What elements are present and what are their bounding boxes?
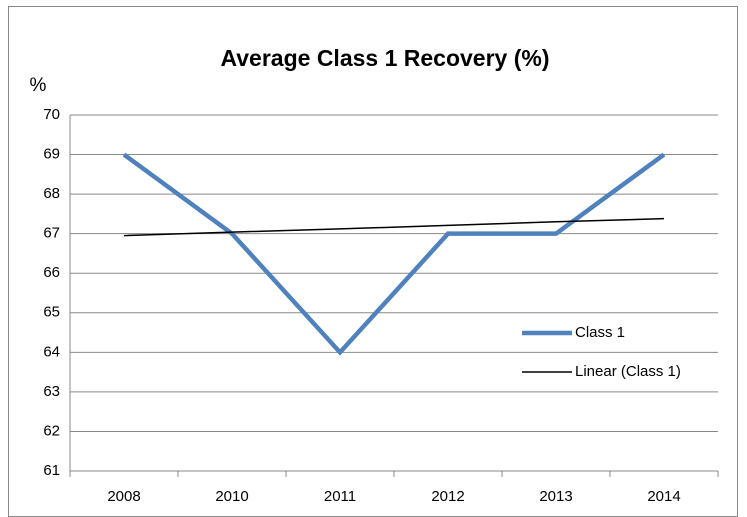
y-tick-label: 69 <box>43 146 60 163</box>
x-tick-label: 2014 <box>647 488 680 505</box>
y-tick-label: 67 <box>43 225 60 242</box>
chart-title: Average Class 1 Recovery (%) <box>221 45 550 71</box>
legend-label: Class 1 <box>575 324 625 341</box>
x-tick-label: 2008 <box>107 488 140 505</box>
y-tick-label: 62 <box>43 422 60 439</box>
legend-label: Linear (Class 1) <box>575 363 681 380</box>
data-line <box>122 152 666 356</box>
x-tick-label: 2013 <box>539 488 572 505</box>
y-tick-label: 65 <box>43 304 60 321</box>
y-tick-label: 68 <box>43 185 60 202</box>
y-tick-label: 63 <box>43 383 60 400</box>
y-axis-label: % <box>30 75 47 96</box>
y-tick-label: 64 <box>43 343 60 360</box>
x-tick-label: 2011 <box>324 488 356 505</box>
y-tick-label: 66 <box>43 264 60 281</box>
x-tick-label: 2012 <box>431 488 464 505</box>
trend-line <box>123 217 665 237</box>
y-tick-label: 70 <box>43 106 60 123</box>
x-tick-label: 2010 <box>215 488 248 505</box>
y-tick-label: 61 <box>43 462 60 479</box>
chart-frame <box>8 6 738 517</box>
